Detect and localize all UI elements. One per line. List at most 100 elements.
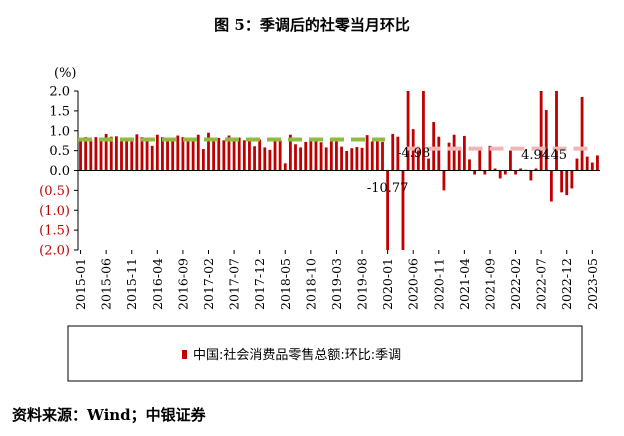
bar: [314, 139, 318, 171]
x-tick-label: 2020-11: [431, 258, 446, 310]
bar: [452, 134, 456, 171]
bar: [406, 91, 410, 171]
bar: [503, 170, 507, 175]
legend-swatch: [182, 350, 187, 359]
bar: [288, 134, 292, 171]
bar: [565, 170, 569, 196]
x-tick-label: 2022-07: [534, 258, 549, 310]
bar: [360, 147, 364, 171]
bar: [432, 122, 436, 171]
bar: [294, 144, 297, 171]
bar: [150, 145, 154, 171]
x-tick-label: 2021-04: [457, 258, 472, 310]
bar: [570, 170, 574, 189]
bar: [237, 137, 241, 171]
bar: [278, 140, 282, 171]
bar: [488, 145, 492, 171]
y-tick-label: 1.0: [49, 124, 70, 139]
bar: [222, 140, 226, 171]
bar: [125, 137, 129, 171]
bar: [94, 137, 98, 171]
bar: [416, 146, 420, 171]
bar: [335, 139, 338, 171]
bar: [473, 170, 477, 175]
bars: [79, 91, 599, 250]
source-note: 资料来源：Wind；中银证券: [12, 406, 206, 424]
x-tick-label: 2016-04: [150, 258, 165, 310]
x-tick-label: 2019-03: [329, 258, 344, 310]
bar: [580, 96, 584, 171]
data-label: -10.77: [367, 181, 409, 196]
bar: [457, 148, 461, 171]
x-tick-label: 2020-06: [406, 258, 421, 310]
bar: [104, 133, 108, 171]
bar: [212, 138, 216, 171]
y-tick-label: 0.5: [49, 144, 70, 159]
x-tick-label: 2017-12: [252, 258, 267, 310]
bar: [232, 139, 236, 171]
x-axis: 2015-01 2015-06 2015-11 2016-04 2016-09 2017-…: [73, 170, 600, 310]
x-tick-label: 2015-01: [73, 258, 88, 310]
bar: [370, 141, 374, 171]
y-axis: (%) 2.0 1.5 1.0 0.5 0.0 (0.5) (1.0) (1.5) (2.0): [39, 66, 79, 259]
bar: [181, 137, 185, 171]
bar: [258, 139, 262, 171]
x-tick-label: 2017-02: [201, 258, 216, 310]
bar: [319, 142, 323, 171]
trend-lines: [78, 137, 595, 151]
bar: [427, 158, 430, 171]
bar: [585, 156, 589, 171]
bar: [309, 137, 313, 171]
x-tick-label: 2018-05: [278, 258, 293, 310]
bar: [447, 142, 451, 171]
bar: [227, 135, 231, 171]
legend-label: 中国:社会消费品零售总额:环比:季调: [193, 347, 401, 363]
chart-title: 图 5：季调后的社零当月环比: [214, 16, 410, 34]
bar: [437, 136, 441, 171]
bar: [375, 138, 379, 171]
bar: [120, 139, 123, 171]
bar: [422, 91, 425, 171]
bar: [217, 137, 221, 171]
bar: [498, 170, 502, 179]
x-tick-label: 2020-01: [380, 258, 395, 310]
x-tick-label: 2022-12: [559, 258, 574, 310]
x-tick-label: 2018-10: [303, 258, 318, 310]
bar: [396, 136, 400, 171]
bar: [171, 139, 175, 171]
x-tick-label: 2023-05: [585, 258, 600, 310]
bar: [299, 147, 303, 171]
bar: [575, 158, 579, 171]
bar: [268, 149, 272, 171]
bar: [340, 146, 343, 171]
bar: [509, 150, 512, 171]
bar: [196, 134, 200, 171]
bar: [478, 149, 482, 171]
x-tick-label: 2022-02: [508, 258, 523, 310]
bar: [186, 137, 190, 171]
annotations: -10.77 -4.98 4.94 45: [367, 146, 567, 196]
bar: [329, 137, 333, 171]
legend: 中国:社会消费品零售总额:环比:季调: [67, 325, 583, 382]
y-tick-label: (0.5): [39, 184, 70, 199]
y-unit-label: (%): [54, 66, 77, 81]
bar: [560, 170, 564, 193]
bar: [381, 141, 384, 171]
data-label: -4.98: [397, 146, 430, 161]
bar: [135, 134, 139, 171]
bar: [283, 163, 287, 171]
bar: [324, 147, 328, 171]
x-tick-label: 2015-06: [99, 258, 114, 310]
bar: [201, 149, 205, 171]
y-tick-label: 2.0: [49, 85, 70, 100]
bar: [99, 139, 103, 171]
y-tick-label: 1.5: [49, 104, 70, 119]
bar: [140, 137, 144, 171]
x-tick-label: 2019-08: [355, 258, 370, 310]
bar: [263, 147, 267, 171]
bar: [365, 135, 369, 171]
bar: [109, 136, 113, 171]
x-tick-label: 2017-07: [227, 258, 242, 310]
x-tick-label: 2021-09: [482, 258, 497, 310]
x-tick-label: 2016-09: [175, 258, 190, 310]
